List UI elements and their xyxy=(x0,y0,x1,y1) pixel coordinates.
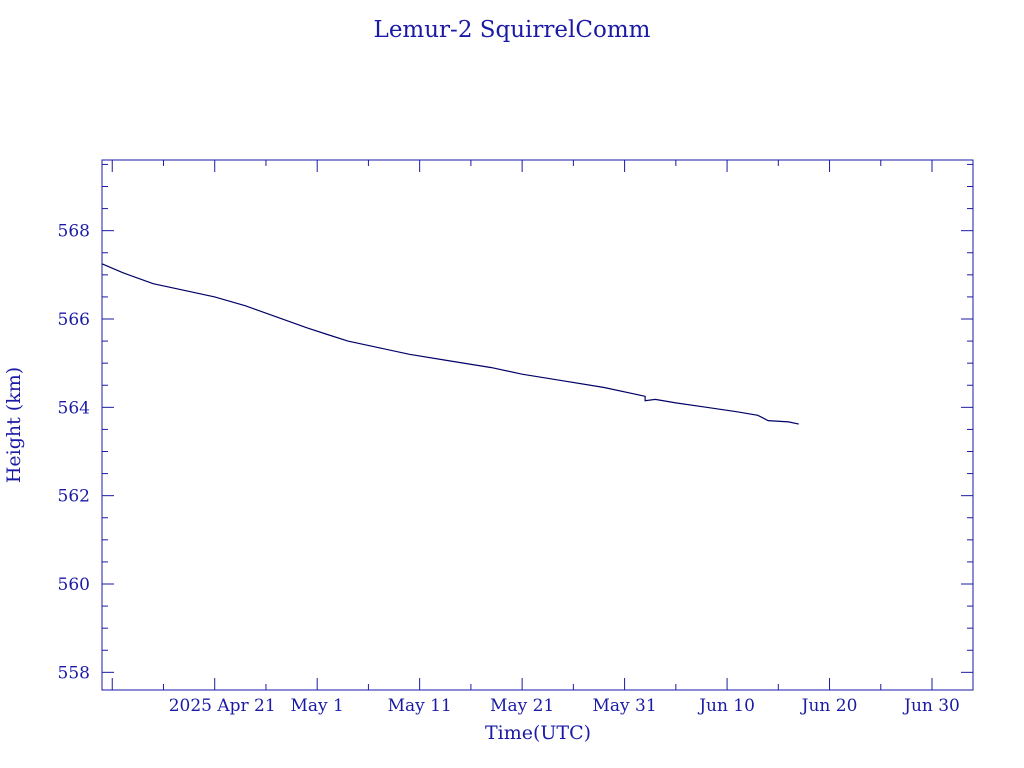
y-tick-label: 568 xyxy=(58,222,90,242)
x-axis-label: Time(UTC) xyxy=(485,722,591,744)
x-tick-label: Jun 20 xyxy=(800,696,858,716)
y-axis-label: Height (km) xyxy=(3,367,25,483)
chart-title: Lemur-2 SquirrelComm xyxy=(374,17,651,43)
x-tick-label: Jun 30 xyxy=(902,696,960,716)
series-line xyxy=(101,263,799,425)
y-tick-label: 562 xyxy=(58,487,90,507)
x-tick-label: 2025 Apr 21 xyxy=(169,696,276,716)
x-tick-label: May 1 xyxy=(291,696,344,716)
x-tick-label: May 31 xyxy=(593,696,657,716)
x-axis-ticks: 2025 Apr 21 May 1 May 11 May 21 May 31 Jun 10… xyxy=(111,160,960,716)
x-tick-label: May 11 xyxy=(388,696,452,716)
y-tick-label: 564 xyxy=(58,398,90,418)
x-tick-label: Jun 10 xyxy=(697,696,755,716)
y-axis-ticks: 558 560 562 564 566 568 xyxy=(58,163,973,683)
y-tick-label: 560 xyxy=(58,575,90,595)
series-group xyxy=(101,263,799,425)
plot-frame xyxy=(101,159,974,691)
y-tick-label: 558 xyxy=(58,663,90,683)
x-tick-label: May 21 xyxy=(490,696,554,716)
y-tick-label: 566 xyxy=(58,310,90,330)
